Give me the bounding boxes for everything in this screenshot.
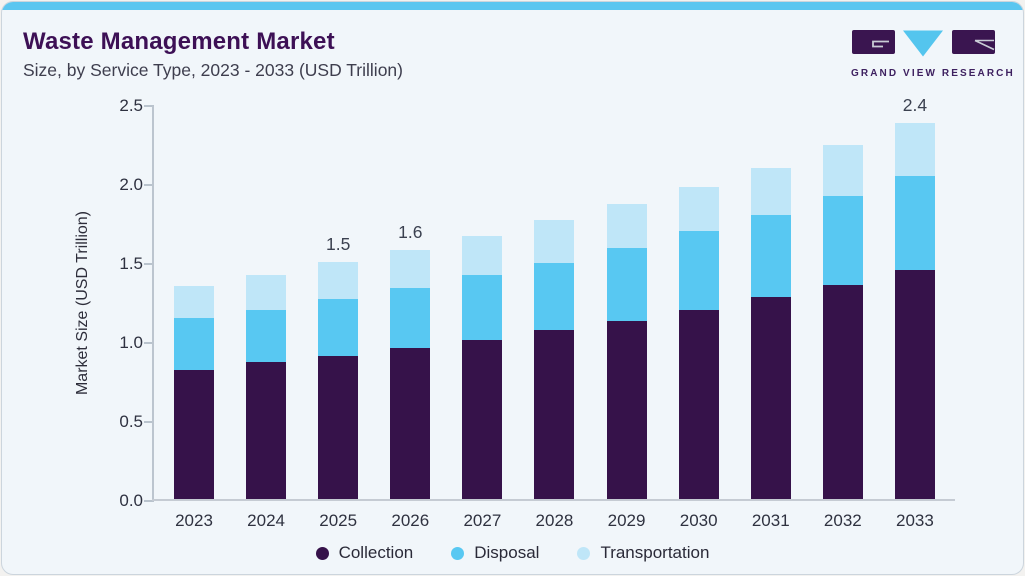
bar-segment-collection bbox=[894, 270, 935, 501]
bar-segment-disposal bbox=[174, 317, 214, 370]
logo-wordmark: GRAND VIEW RESEARCH bbox=[851, 68, 1015, 79]
stacked-bar-2033: 2.4 2033 bbox=[894, 95, 935, 530]
legend-label: Disposal bbox=[474, 543, 540, 562]
x-axis-label-2027: 2027 bbox=[463, 511, 502, 530]
bar-segment-collection bbox=[462, 339, 503, 501]
bar-total-label: 1.6 bbox=[398, 221, 423, 242]
legend-label: Collection bbox=[338, 543, 414, 562]
y-tick-mark bbox=[144, 184, 154, 186]
bar-segment-transportation bbox=[174, 286, 214, 318]
y-tick-mark bbox=[144, 263, 154, 265]
top-accent-bar bbox=[2, 2, 1023, 10]
bar-segment-disposal bbox=[678, 230, 719, 310]
bar-segment-transportation bbox=[894, 123, 935, 176]
legend-item-disposal: Disposal bbox=[451, 543, 539, 563]
stacked-bar-2023: 2023 bbox=[174, 286, 214, 530]
stacked-bar-2024: 2024 bbox=[246, 275, 287, 530]
x-axis-line bbox=[152, 499, 955, 501]
legend-dot-icon bbox=[451, 546, 465, 560]
bar-segment-collection bbox=[606, 320, 647, 501]
x-axis-label-2026: 2026 bbox=[391, 511, 430, 530]
x-axis-label-2033: 2033 bbox=[896, 511, 934, 530]
bar-segment-collection bbox=[174, 369, 214, 501]
y-tick-mark bbox=[144, 105, 154, 107]
bar-segment-collection bbox=[750, 297, 791, 501]
bar-total-label: 2.4 bbox=[902, 95, 928, 116]
bar-segment-transportation bbox=[318, 262, 359, 299]
y-tick-mark bbox=[144, 500, 154, 502]
y-axis-line bbox=[152, 106, 154, 501]
x-axis-label-2023: 2023 bbox=[175, 511, 213, 530]
legend-dot-icon bbox=[315, 546, 329, 560]
bar-segment-disposal bbox=[750, 215, 791, 298]
x-axis-label-2029: 2029 bbox=[607, 511, 646, 530]
bar-segment-transportation bbox=[750, 167, 791, 216]
stacked-bar-2031: 2031 bbox=[750, 167, 791, 530]
bar-segment-disposal bbox=[534, 262, 575, 331]
bar-segment-transportation bbox=[462, 235, 503, 276]
chart-legend: Collection Disposal Transportation bbox=[2, 543, 1023, 563]
bar-segment-collection bbox=[318, 355, 359, 501]
stacked-bar-2027: 2027 bbox=[462, 235, 503, 530]
bar-segment-transportation bbox=[246, 275, 287, 310]
bar-segment-collection bbox=[390, 347, 431, 501]
gvr-logo-icon bbox=[852, 30, 995, 57]
grand-view-research-logo: GRAND VIEW RESEARCH bbox=[851, 30, 1015, 79]
y-tick-label: 0.0 bbox=[119, 491, 143, 510]
bar-segment-disposal bbox=[462, 275, 503, 340]
y-tick-label: 2.5 bbox=[119, 96, 143, 115]
y-tick-mark bbox=[144, 342, 154, 344]
bar-segment-collection bbox=[822, 284, 863, 501]
x-axis-label-2030: 2030 bbox=[679, 511, 718, 530]
stacked-bar-2028: 2028 bbox=[534, 219, 575, 530]
bar-segment-transportation bbox=[678, 186, 719, 231]
stacked-bar-2030: 2030 bbox=[678, 186, 719, 530]
legend-item-transportation: Transportation bbox=[577, 543, 709, 563]
x-axis-label-2024: 2024 bbox=[247, 511, 286, 530]
y-tick-mark bbox=[144, 421, 154, 423]
bar-segment-disposal bbox=[318, 298, 359, 356]
bar-total-label: 1.5 bbox=[326, 234, 351, 255]
bar-segment-collection bbox=[246, 362, 287, 501]
bar-segment-disposal bbox=[606, 248, 647, 321]
bar-segment-disposal bbox=[822, 196, 863, 285]
bar-segment-disposal bbox=[246, 309, 287, 362]
bar-segment-disposal bbox=[894, 175, 935, 271]
y-tick-label: 1.5 bbox=[119, 254, 143, 273]
bar-segment-collection bbox=[534, 330, 575, 501]
bar-segment-disposal bbox=[390, 287, 431, 348]
legend-item-collection: Collection bbox=[315, 543, 414, 563]
legend-label: Transportation bbox=[600, 543, 710, 562]
bar-segment-transportation bbox=[606, 204, 647, 249]
bar-segment-transportation bbox=[390, 249, 431, 288]
y-tick-label: 2.0 bbox=[119, 175, 143, 194]
x-axis-label-2031: 2031 bbox=[751, 511, 790, 530]
plot-area: 2023 2024 1.5 2025 1.6 2026 2027 2028 2029 2030 20… bbox=[154, 95, 955, 530]
page-title: Waste Management Market bbox=[23, 28, 335, 55]
stacked-bar-2025: 1.5 2025 bbox=[318, 234, 359, 530]
stacked-bar-2032: 2032 bbox=[822, 145, 863, 530]
bar-segment-transportation bbox=[534, 219, 575, 263]
bar-segment-transportation bbox=[822, 145, 863, 196]
x-axis-label-2028: 2028 bbox=[535, 511, 574, 530]
y-tick-label: 1.0 bbox=[119, 333, 143, 352]
x-axis-label-2032: 2032 bbox=[823, 511, 862, 530]
legend-dot-icon bbox=[577, 546, 591, 560]
x-axis-label-2025: 2025 bbox=[319, 511, 358, 530]
page-subtitle: Size, by Service Type, 2023 - 2033 (USD … bbox=[23, 60, 403, 80]
bar-segment-collection bbox=[678, 309, 719, 501]
y-tick-label: 0.5 bbox=[119, 412, 143, 431]
stacked-bar-2029: 2029 bbox=[606, 204, 647, 530]
stacked-bar-2026: 1.6 2026 bbox=[390, 222, 431, 530]
